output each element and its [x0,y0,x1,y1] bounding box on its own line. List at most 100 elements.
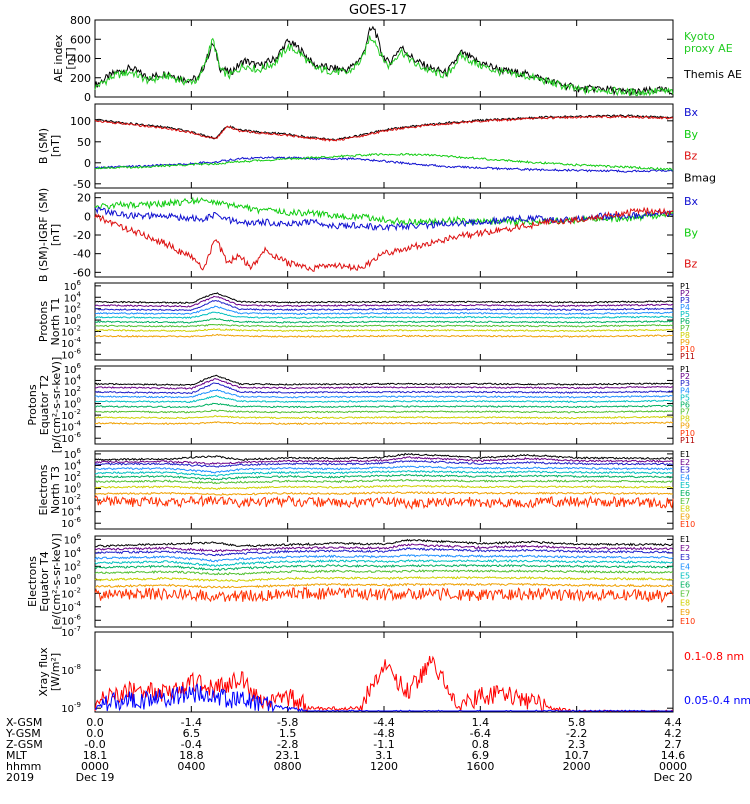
y-axis-label: [nT] [64,47,77,69]
series-line [94,156,674,173]
series-line [94,402,674,409]
y-axis-label: Electrons [37,464,50,515]
panel-frame [94,365,674,445]
channel-legend: P2 [680,372,690,381]
plot-title: GOES-17 [349,3,407,18]
y-axis-label: AE index [52,34,65,83]
series-line [94,421,674,426]
series-line [94,586,674,604]
channel-legend: E6 [680,581,690,590]
y-tick-label: 0 [84,157,91,170]
series-line [94,328,674,333]
y-tick-label: 104 [64,373,82,387]
y-tick-label: 400 [70,53,91,66]
channel-legend: E10 [680,520,695,529]
y-tick-label: 0 [84,210,91,223]
channel-legend: E5 [680,571,690,580]
series-legend: Bmag [684,171,716,184]
y-axis-label: North T3 [49,466,62,514]
series-line [94,655,673,712]
panel-bsm: 100 50 0 -50 B (SM) [nT] Bx By Bz Bmag [37,103,716,191]
series-line [94,455,674,465]
channel-legend: E6 [680,489,690,498]
channel-legend: P5 [680,393,690,402]
y-tick-label: 20 [77,192,91,205]
series-legend: By [684,128,699,141]
x-axis-row-label: hhmm [6,760,41,773]
channel-legend: E4 [680,562,690,571]
x-axis-value: -1.1 [373,738,394,751]
channel-legend: P4 [680,303,690,312]
x-axis-value: 1200 [370,760,398,773]
x-axis-value: -5.8 [277,716,298,729]
y-tick-label: 200 [70,72,91,85]
channel-legend: E4 [680,473,690,482]
y-tick-label: 10-4 [61,336,81,350]
series-line [94,206,674,272]
x-axis-value: 0000 [81,760,109,773]
panel-xray: 10-7 10-8 10-9 Xray flux [W/m²] 0.1-0.8 nm 0.0… [37,625,750,715]
series-legend: 0.05-0.4 nm [684,694,750,707]
y-axis-label: North T1 [49,298,62,346]
y-axis-label: B (SM) [37,128,50,164]
y-tick-label: 10-6 [61,431,81,445]
series-line [94,478,674,485]
y-tick-label: -60 [73,266,91,279]
series-legend: Bx [684,106,699,119]
x-axis-value: 0.0 [86,727,104,740]
channel-legend: E1 [680,535,690,544]
series-line [94,317,674,324]
y-tick-label: 10-6 [61,613,81,627]
y-tick-label: 102 [64,302,81,316]
y-tick-label: 100 [64,573,81,587]
series-line [94,295,673,308]
x-axis-value: 14.6 [661,749,686,762]
channel-legend: P6 [680,317,690,326]
x-axis-value: -4.8 [373,727,394,740]
series-line [94,323,674,328]
series-line [94,465,674,474]
channel-legend: P9 [680,422,690,431]
y-axis-label: Equator T2 [38,375,51,435]
x-axis-value: -0.0 [84,738,105,751]
series-line [94,473,674,481]
x-axis-row-label: MLT [6,749,27,762]
x-axis-value: 18.1 [83,749,108,762]
channel-legend: E1 [680,450,690,459]
y-tick-label: 104 [64,458,82,472]
y-tick-label: -50 [73,178,91,191]
series-line [94,415,674,420]
panel-frame [94,192,674,278]
y-axis-label: [W/m²] [49,653,62,691]
y-tick-label: 800 [70,14,91,27]
x-axis-row-label: Y-GSM [5,727,41,740]
y-tick-label: 106 [64,447,82,461]
x-axis-value: 2000 [563,760,591,773]
channel-legend: P11 [680,352,695,361]
series-line [94,543,674,553]
y-tick-label: 600 [70,33,91,46]
y-tick-label: 100 [64,397,81,411]
x-axis-value: -2.8 [277,738,298,751]
channel-legend: E9 [680,608,690,617]
channel-legend: P10 [680,345,695,354]
y-tick-label: 106 [64,279,82,293]
y-tick-label: 102 [64,385,81,399]
series-legend: Bz [684,150,698,163]
y-axis-label: Xray flux [37,647,50,697]
series-line [94,547,674,557]
y-tick-label: 0 [84,91,91,104]
series-line [94,469,674,477]
x-axis-value: Dec 20 [654,771,693,784]
series-line [94,378,674,390]
channel-legend: E10 [680,617,695,626]
channel-legend: E7 [680,590,690,599]
channel-legend: P1 [680,365,690,374]
channel-legend: E8 [680,599,690,608]
y-axis-label: Protons [37,301,50,342]
y-axis-label: B (SM)-IGRF (SM) [37,188,50,282]
y-axis-label: Electrons [26,556,39,607]
series-legend: Bz [684,258,698,271]
